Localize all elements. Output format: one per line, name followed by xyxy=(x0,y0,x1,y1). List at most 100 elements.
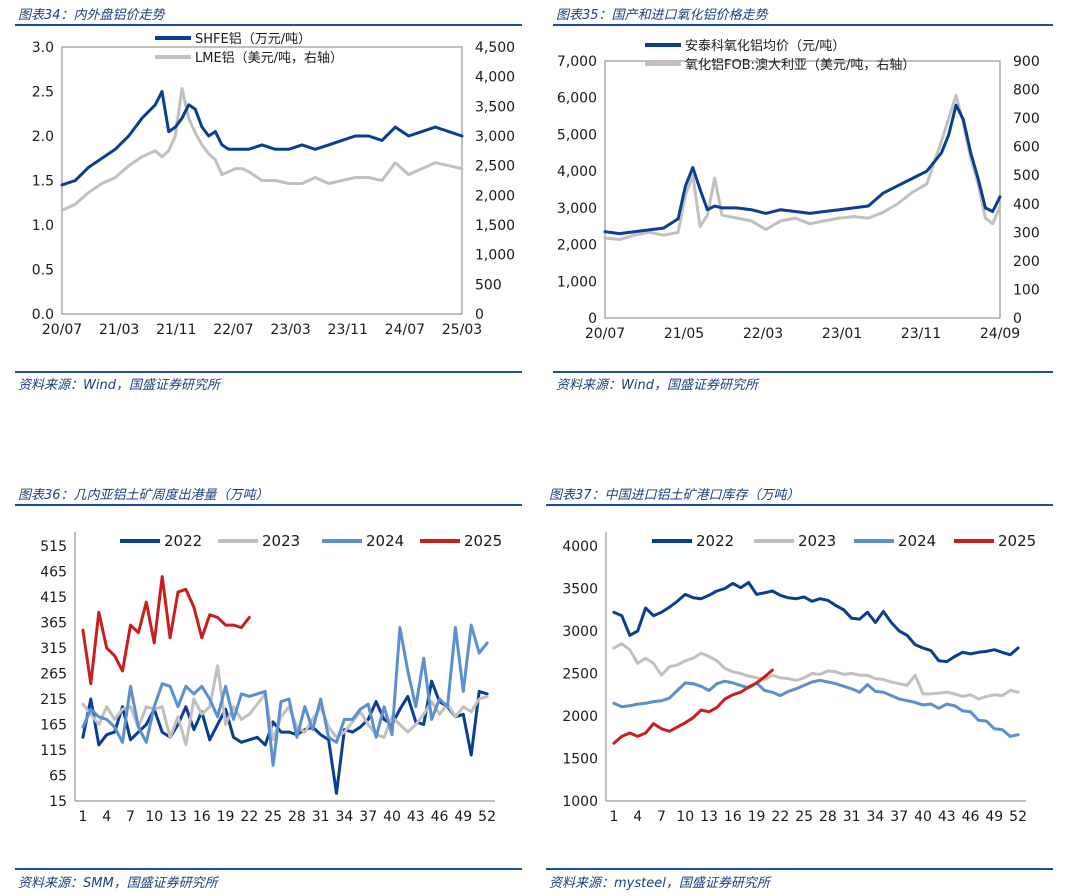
y-right-tick-label: 400 xyxy=(1013,197,1040,213)
y-right-tick-label: 100 xyxy=(1013,282,1040,298)
y-right-tick-label: 900 xyxy=(1013,54,1040,70)
x-tick-label: 23/11 xyxy=(901,326,941,342)
series-line-navy xyxy=(603,103,1002,236)
x-tick-label: 31 xyxy=(843,809,861,825)
y-tick-label: 165 xyxy=(40,718,67,734)
x-tick-label: 16 xyxy=(724,809,742,825)
x-tick-label: 52 xyxy=(478,809,496,825)
y-tick-label: 2500 xyxy=(562,667,598,683)
x-tick-label: 7 xyxy=(126,809,135,825)
title-rule xyxy=(15,24,522,26)
x-tick-label: 37 xyxy=(890,809,908,825)
x-tick-label: 4 xyxy=(633,809,642,825)
series-line-gray xyxy=(81,664,489,747)
y-tick-label: 265 xyxy=(40,667,67,683)
legend-label: 2022 xyxy=(696,532,734,550)
y-tick-label: 2.0 xyxy=(32,129,54,145)
y-tick-label: 315 xyxy=(40,641,67,657)
series-line-red xyxy=(612,668,774,745)
chart-title: 图表34：内外盘铝价走势 xyxy=(18,8,165,23)
y-tick-label: 1.0 xyxy=(32,218,54,234)
y-tick-label: 7,000 xyxy=(557,54,597,70)
y-right-tick-label: 3,500 xyxy=(475,99,515,115)
x-tick-label: 23/11 xyxy=(328,322,368,338)
y-right-tick-label: 700 xyxy=(1013,111,1040,127)
y-right-tick-label: 3,000 xyxy=(475,129,515,145)
x-tick-label: 22 xyxy=(771,809,789,825)
legend-label: 2025 xyxy=(464,532,502,550)
x-tick-label: 22/07 xyxy=(213,322,253,338)
x-tick-label: 25 xyxy=(795,809,813,825)
y-tick-label: 65 xyxy=(49,769,67,785)
x-tick-label: 40 xyxy=(383,809,401,825)
x-tick-label: 23/03 xyxy=(270,322,310,338)
chart-title: 图表36：几内亚铝土矿周度出港量（万吨） xyxy=(18,488,269,503)
plot-frame xyxy=(61,46,463,315)
x-tick-label: 13 xyxy=(700,809,718,825)
x-tick-label: 7 xyxy=(657,809,666,825)
x-tick-label: 25 xyxy=(264,809,282,825)
x-tick-label: 28 xyxy=(288,809,306,825)
y-tick-label: 0.0 xyxy=(32,307,54,323)
source-note: 资料来源：Wind，国盛证券研究所 xyxy=(556,378,758,393)
title-rule xyxy=(553,24,1053,26)
x-tick-label: 25/03 xyxy=(442,322,482,338)
y-right-tick-label: 4,500 xyxy=(475,40,515,56)
legend-label: 2024 xyxy=(366,532,404,550)
source-rule xyxy=(15,868,522,870)
plot-frame xyxy=(604,60,1001,319)
x-tick-label: 37 xyxy=(359,809,377,825)
x-tick-label: 49 xyxy=(454,809,472,825)
series-line-navy xyxy=(612,581,1020,664)
x-tick-label: 46 xyxy=(962,809,980,825)
y-right-tick-label: 800 xyxy=(1013,83,1040,99)
chart-panel-guinea-shipments: 图表36：几内亚铝土矿周度出港量（万吨） 15 65 115 165 215 265 315… xyxy=(15,484,522,894)
legend-label: 2023 xyxy=(262,532,300,550)
x-tick-label: 19 xyxy=(217,809,235,825)
x-tick-label: 40 xyxy=(914,809,932,825)
x-tick-label: 10 xyxy=(676,809,694,825)
series-line-gray xyxy=(603,93,1002,241)
legend-label: 安泰科氧化铝均价（元/吨） xyxy=(685,39,845,54)
series-line-gray xyxy=(60,87,464,212)
y-right-tick-label: 600 xyxy=(1013,140,1040,156)
y-right-tick-label: 2,500 xyxy=(475,159,515,175)
series-line-lightblue xyxy=(612,678,1020,738)
y-tick-label: 2000 xyxy=(562,709,598,725)
y-tick-label: 1,000 xyxy=(557,274,597,290)
chart-panel-port-inventory: 图表37：中国进口铝土矿港口库存（万吨） 1000 1500 2000 2500 300… xyxy=(546,484,1053,894)
series-line-lightblue xyxy=(81,623,489,767)
y-right-tick-label: 500 xyxy=(475,277,502,293)
x-tick-label: 16 xyxy=(193,809,211,825)
line-chart: 1000 1500 2000 2500 3000 3500 4000 1 4 7 10 13 16 19 2… xyxy=(562,532,1036,825)
y-tick-label: 515 xyxy=(40,539,67,555)
source-note: 资料来源：mysteel，国盛证券研究所 xyxy=(549,876,770,891)
source-rule xyxy=(15,371,522,373)
x-tick-label: 19 xyxy=(748,809,766,825)
x-tick-label: 22 xyxy=(240,809,258,825)
x-tick-label: 24/09 xyxy=(980,326,1020,342)
title-rule xyxy=(546,504,1053,506)
chart-panel-aluminium-price: 图表34：内外盘铝价走势 0.0 0.5 1.0 1.5 2.0 2.5 3.0 0 500 1,… xyxy=(15,0,522,400)
legend-label: LME铝（美元/吨，右轴） xyxy=(195,51,343,66)
y-tick-label: 4,000 xyxy=(557,164,597,180)
y-tick-label: 1000 xyxy=(562,794,598,810)
y-tick-label: 5,000 xyxy=(557,127,597,143)
x-tick-label: 28 xyxy=(819,809,837,825)
x-tick-label: 49 xyxy=(985,809,1003,825)
y-tick-label: 0.5 xyxy=(32,263,54,279)
legend-label: 2025 xyxy=(998,532,1036,550)
x-tick-label: 34 xyxy=(867,809,885,825)
x-tick-label: 1 xyxy=(609,809,618,825)
y-tick-label: 1.5 xyxy=(32,174,54,190)
y-tick-label: 3000 xyxy=(562,624,598,640)
x-tick-label: 20/07 xyxy=(42,322,82,338)
x-tick-label: 21/11 xyxy=(156,322,196,338)
y-tick-label: 4000 xyxy=(562,539,598,555)
x-tick-label: 34 xyxy=(336,809,354,825)
x-tick-label: 1 xyxy=(78,809,87,825)
legend-label: 氧化铝FOB:澳大利亚（美元/吨，右轴） xyxy=(685,57,915,73)
y-tick-label: 465 xyxy=(40,565,67,581)
x-tick-label: 10 xyxy=(145,809,163,825)
x-tick-label: 23/01 xyxy=(822,326,862,342)
